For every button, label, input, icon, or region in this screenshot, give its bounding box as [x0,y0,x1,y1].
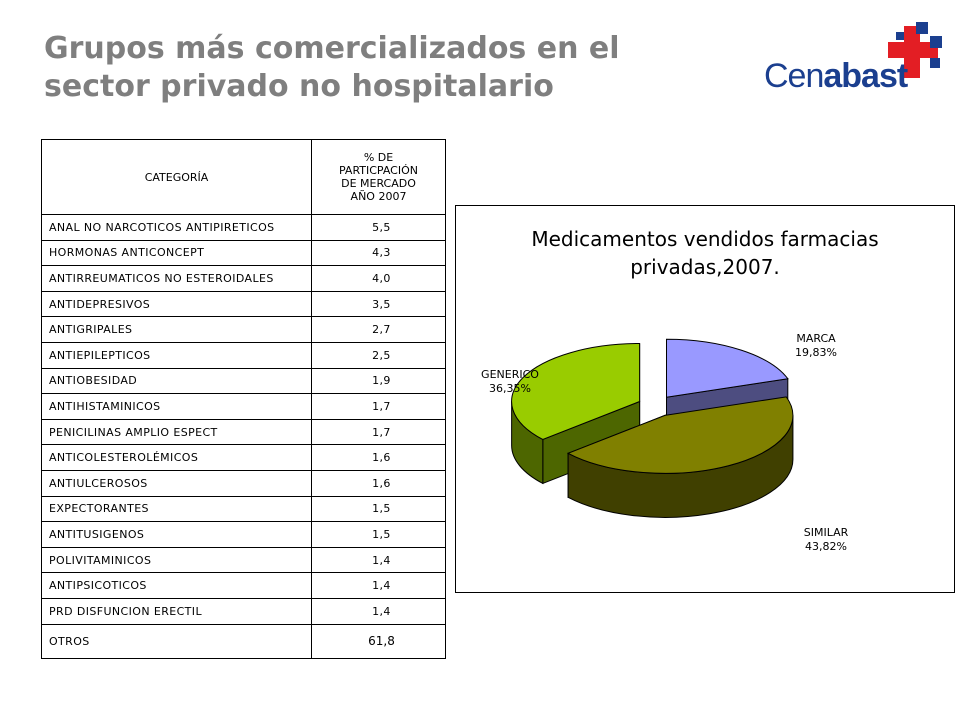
row-category: ANTIRREUMATICOS NO ESTEROIDALES [41,265,312,292]
table-row: ANTIRREUMATICOS NO ESTEROIDALES 4,0 [41,265,446,292]
table-row: ANTIPSICOTICOS 1,4 [41,572,446,599]
slice-value-label: 36,35% [489,382,531,395]
row-category: ANTIOBESIDAD [41,367,312,395]
row-category: PENICILINAS AMPLIO ESPECT [41,418,312,446]
table-row: EXPECTORANTES 1,5 [41,495,446,523]
slice-label: GENERICO [481,368,539,381]
row-category: ANTIPSICOTICOS [41,572,312,599]
row-category: ANTIDEPRESIVOS [41,290,312,318]
slide-title: Grupos más comercializados en el sector … [44,30,724,106]
slice-label: SIMILAR [804,526,849,539]
table-row: ANTIULCEROSOS 1,6 [41,469,446,497]
pie-chart-panel: MARCA 19,83% SIMILAR 43,82% GENERICO 36,35% Me… [455,205,955,593]
table-row: ANAL NO NARCOTICOS ANTIPIRETICOS 5,5 [41,214,446,241]
table-row: ANTIGRIPALES 2,7 [41,316,446,343]
row-category: OTROS [41,623,312,659]
row-category: ANTIGRIPALES [41,316,312,343]
row-category: ANTICOLESTEROLÉMICOS [41,444,312,471]
row-category: ANAL NO NARCOTICOS ANTIPIRETICOS [41,214,312,241]
table-row: ANTITUSIGENOS 1,5 [41,521,446,548]
row-category: HORMONAS ANTICONCEPT [41,239,312,267]
row-value: 1,4 [311,546,446,574]
row-value: 1,5 [311,495,446,523]
slice-value-label: 19,83% [795,346,837,359]
cross-logo-icon [888,22,942,78]
slide-title-line-2: sector privado no hospitalario [44,69,554,104]
row-value: 1,9 [311,367,446,395]
row-value: 1,7 [311,393,446,420]
header-category: CATEGORÍA [41,139,312,215]
row-value: 61,8 [311,623,446,659]
row-category: POLIVITAMINICOS [41,546,312,574]
pie-slice-generico [511,343,641,441]
category-table: CATEGORÍA % DE PARTICPACIÓN DE MERCADO A… [41,139,446,659]
pie-slice-similar [566,396,794,474]
table-row: ANTIDEPRESIVOS 3,5 [41,290,446,318]
row-value: 2,5 [311,341,446,369]
logo-text-part-2: abast [823,57,908,95]
chart-title-line-2: privadas,2007. [630,255,780,279]
row-value: 1,4 [311,572,446,599]
cenabast-logo: Cenabast [760,22,950,102]
logo-text-part-1: Cen [764,57,824,95]
row-value: 4,0 [311,265,446,292]
table-row: ANTICOLESTEROLÉMICOS 1,6 [41,444,446,471]
slice-label: MARCA [796,332,836,345]
table-row: ANTIOBESIDAD 1,9 [41,367,446,395]
row-value: 1,6 [311,444,446,471]
row-category: EXPECTORANTES [41,495,312,523]
table-row: PRD DISFUNCION ERECTIL 1,4 [41,597,446,625]
header-participation-text: % DE PARTICPACIÓN DE MERCADO AÑO 2007 [338,151,418,203]
table-row: PENICILINAS AMPLIO ESPECT 1,7 [41,418,446,446]
row-value: 5,5 [311,214,446,241]
row-category: ANTIULCEROSOS [41,469,312,497]
slice-value-label: 43,82% [805,540,847,553]
slide-title-line-1: Grupos más comercializados en el [44,31,620,66]
table-row: OTROS 61,8 [41,623,446,659]
table-row: ANTIEPILEPTICOS 2,5 [41,341,446,369]
pie-tops [511,338,794,474]
row-value: 1,4 [311,597,446,625]
table-header-row: CATEGORÍA % DE PARTICPACIÓN DE MERCADO A… [41,139,446,215]
row-category: PRD DISFUNCION ERECTIL [41,597,312,625]
row-value: 3,5 [311,290,446,318]
row-category: ANTITUSIGENOS [41,521,312,548]
table-row: POLIVITAMINICOS 1,4 [41,546,446,574]
row-category: ANTIEPILEPTICOS [41,341,312,369]
header-participation: % DE PARTICPACIÓN DE MERCADO AÑO 2007 [311,139,446,215]
table-body: ANAL NO NARCOTICOS ANTIPIRETICOS 5,5 HORMO… [41,214,446,659]
row-value: 4,3 [311,239,446,267]
row-value: 1,6 [311,469,446,497]
row-value: 2,7 [311,316,446,343]
chart-title-line-1: Medicamentos vendidos farmacias [531,227,878,251]
row-category: ANTIHISTAMINICOS [41,393,312,420]
logo-wordmark: Cenabast [764,56,908,96]
table-row: ANTIHISTAMINICOS 1,7 [41,393,446,420]
row-value: 1,7 [311,418,446,446]
row-value: 1,5 [311,521,446,548]
pie-slice-marca [666,338,789,398]
table-row: HORMONAS ANTICONCEPT 4,3 [41,239,446,267]
